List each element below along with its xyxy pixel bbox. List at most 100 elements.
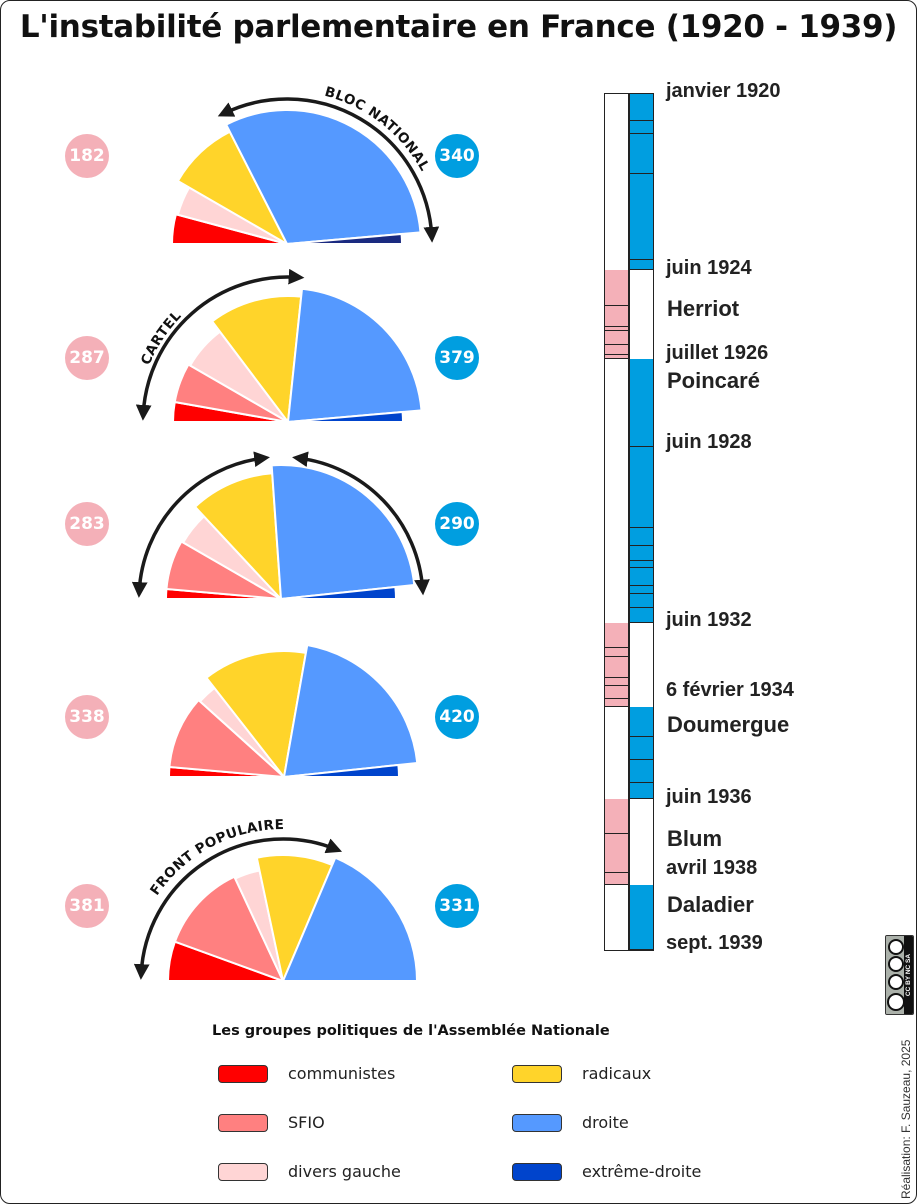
date-label: 6 février 1934: [666, 679, 794, 701]
timeline-right-column: [629, 93, 654, 951]
coalition-arrow: [292, 451, 430, 596]
government-label: Doumergue: [667, 712, 790, 737]
legend-label: extrême-droite: [582, 1162, 702, 1181]
cc-icons: [886, 936, 913, 1014]
government-segment: [630, 546, 653, 561]
date-label: sept. 1939: [666, 932, 763, 954]
legend-label: divers gauche: [288, 1162, 401, 1181]
government-segment: [605, 270, 628, 306]
coalition-arrow: [217, 97, 440, 243]
legend-label: SFIO: [288, 1113, 325, 1132]
coalition-label: CARTEL: [138, 308, 185, 368]
right-seat-total-badge: 340: [435, 134, 479, 178]
wedge-sfio: [168, 698, 287, 779]
legend-label: droite: [582, 1113, 629, 1132]
left-seat-total-badge: 283: [65, 502, 109, 546]
right-seat-total-badge: 420: [435, 695, 479, 739]
government-segment: [605, 656, 628, 678]
government-segment: [630, 759, 653, 783]
date-label: juin 1932: [666, 609, 752, 631]
government-segment: [605, 834, 628, 874]
left-seat-total-badge: 287: [65, 336, 109, 380]
wedge-extreme-droite: [287, 410, 405, 423]
legend-item-communistes: communistes: [218, 1064, 395, 1083]
legend-swatch: [512, 1162, 562, 1181]
government-label: Poincaré: [667, 368, 760, 393]
government-segment: [605, 873, 628, 885]
legend-item-sfio: SFIO: [218, 1113, 325, 1132]
government-segment: [605, 698, 628, 707]
legend-item-extreme-droite: extrême-droite: [512, 1162, 701, 1181]
license-text: CC BY NC SA: [905, 953, 912, 997]
government-segment: [605, 326, 628, 331]
government-segment: [605, 686, 628, 699]
left-seat-total-badge: 381: [65, 884, 109, 928]
government-segment: [605, 799, 628, 835]
wedge-droite: [286, 287, 423, 424]
date-label: juillet 1926: [666, 342, 769, 364]
date-label: avril 1938: [666, 857, 758, 879]
government-segment: [630, 560, 653, 568]
government-segment: [605, 355, 628, 359]
government-segment: [605, 344, 628, 356]
government-segment: [630, 608, 653, 623]
legend-label: communistes: [288, 1064, 396, 1083]
hemicycle-2: [171, 287, 423, 425]
government-segment: [630, 593, 653, 609]
government-segment: [605, 677, 628, 686]
right-seat-total-badge: 331: [435, 884, 479, 928]
legend-swatch: [218, 1113, 268, 1132]
legend-label: radicaux: [582, 1064, 652, 1083]
left-seat-total-badge: 182: [65, 134, 109, 178]
page-title: L'instabilité parlementaire en France (1…: [19, 9, 898, 45]
government-segment: [605, 648, 628, 657]
wedge-droite: [270, 464, 416, 601]
government-segment: [630, 885, 653, 950]
hemicycle-3: [164, 464, 416, 602]
government-segment: [630, 359, 653, 447]
legend-item-radicaux: radicaux: [512, 1064, 651, 1083]
government-label: Herriot: [667, 296, 740, 321]
legend-item-droite: droite: [512, 1113, 629, 1132]
hemicycle-5: [166, 854, 419, 985]
left-seat-total-badge: 338: [65, 695, 109, 739]
legend-swatch: [218, 1064, 268, 1083]
date-label: juin 1924: [666, 257, 752, 279]
government-segment: [630, 782, 653, 799]
author-credit: Réalisation: F. Sauzeau, 2025: [899, 1039, 913, 1199]
government-segment: [605, 623, 628, 649]
legend-swatch: [218, 1162, 268, 1181]
government-segment: [630, 707, 653, 737]
right-seat-total-badge: 290: [435, 502, 479, 546]
government-label: Daladier: [667, 892, 754, 917]
coalition-arrow: [133, 837, 343, 980]
coalition-arrow: [135, 268, 305, 421]
coalition-arrow: [131, 451, 270, 598]
right-seat-total-badge: 379: [435, 336, 479, 380]
wedge-radicaux: [205, 650, 308, 780]
government-segment: [630, 120, 653, 134]
government-segment: [630, 133, 653, 174]
government-segment: [630, 586, 653, 594]
wedge-droite: [282, 643, 419, 779]
government-segment: [630, 736, 653, 760]
date-label: janvier 1920: [666, 80, 781, 102]
date-label: juin 1928: [666, 431, 752, 453]
legend-item-divers-gauche: divers gauche: [218, 1162, 401, 1181]
government-segment: [630, 173, 653, 261]
government-segment: [605, 330, 628, 345]
legend-swatch: [512, 1113, 562, 1132]
date-label: juin 1936: [666, 786, 752, 808]
government-segment: [630, 447, 653, 528]
government-segment: [630, 94, 653, 121]
legend-title: Les groupes politiques de l'Assemblée Na…: [212, 1023, 610, 1039]
government-segment: [605, 305, 628, 327]
government-segment: [630, 527, 653, 546]
government-segment: [630, 568, 653, 587]
government-segment: [630, 260, 653, 270]
government-label: Blum: [667, 826, 722, 851]
legend-swatch: [512, 1064, 562, 1083]
wedge-extreme-droite: [283, 763, 401, 778]
